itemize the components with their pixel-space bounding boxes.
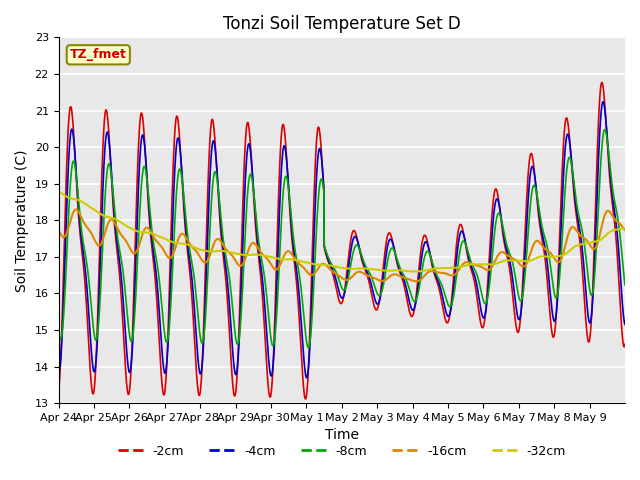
- -2cm: [614, 270, 622, 276]
- -2cm: [476, 313, 483, 319]
- -8cm: [305, 345, 312, 350]
- -8cm: [601, 127, 609, 132]
- -8cm: [614, 219, 622, 225]
- -2cm: [559, 157, 566, 163]
- Legend: -2cm, -4cm, -8cm, -16cm, -32cm: -2cm, -4cm, -8cm, -16cm, -32cm: [113, 440, 571, 463]
- -4cm: [143, 176, 151, 181]
- -32cm: [621, 225, 629, 231]
- -2cm: [621, 341, 629, 347]
- Title: Tonzi Soil Temperature Set D: Tonzi Soil Temperature Set D: [223, 15, 461, 33]
- -16cm: [317, 262, 324, 268]
- -2cm: [143, 182, 151, 188]
- -8cm: [621, 282, 629, 288]
- -32cm: [327, 263, 335, 268]
- -16cm: [72, 206, 80, 212]
- Line: -2cm: -2cm: [58, 83, 625, 399]
- -2cm: [598, 80, 605, 85]
- -4cm: [476, 299, 483, 305]
- X-axis label: Time: Time: [324, 429, 359, 443]
- Line: -16cm: -16cm: [58, 209, 625, 281]
- Y-axis label: Soil Temperature (C): Soil Temperature (C): [15, 149, 29, 291]
- -8cm: [143, 178, 151, 184]
- -16cm: [412, 278, 420, 284]
- -8cm: [317, 178, 324, 183]
- -2cm: [301, 396, 309, 402]
- -16cm: [621, 227, 629, 233]
- -16cm: [559, 252, 567, 257]
- -4cm: [317, 148, 324, 154]
- -2cm: [328, 266, 335, 272]
- Line: -8cm: -8cm: [58, 130, 625, 348]
- Text: TZ_fmet: TZ_fmet: [70, 48, 127, 61]
- -4cm: [54, 368, 62, 374]
- -8cm: [54, 329, 62, 335]
- -4cm: [599, 99, 607, 105]
- -4cm: [559, 190, 566, 196]
- Line: -32cm: -32cm: [58, 192, 625, 272]
- -4cm: [614, 244, 622, 250]
- -16cm: [328, 268, 335, 274]
- -32cm: [316, 262, 324, 268]
- -8cm: [476, 282, 483, 288]
- -4cm: [303, 375, 310, 381]
- -8cm: [328, 261, 335, 266]
- -2cm: [54, 388, 62, 394]
- -32cm: [476, 262, 483, 267]
- -32cm: [559, 252, 566, 258]
- -4cm: [621, 322, 629, 327]
- -32cm: [54, 189, 62, 195]
- -16cm: [476, 264, 484, 269]
- -8cm: [559, 228, 566, 233]
- -16cm: [143, 225, 151, 230]
- -2cm: [317, 137, 324, 143]
- -16cm: [614, 220, 622, 226]
- -32cm: [143, 229, 151, 235]
- -16cm: [54, 228, 62, 234]
- -32cm: [410, 269, 417, 275]
- Line: -4cm: -4cm: [58, 102, 625, 378]
- -32cm: [614, 227, 622, 232]
- -4cm: [328, 264, 335, 269]
